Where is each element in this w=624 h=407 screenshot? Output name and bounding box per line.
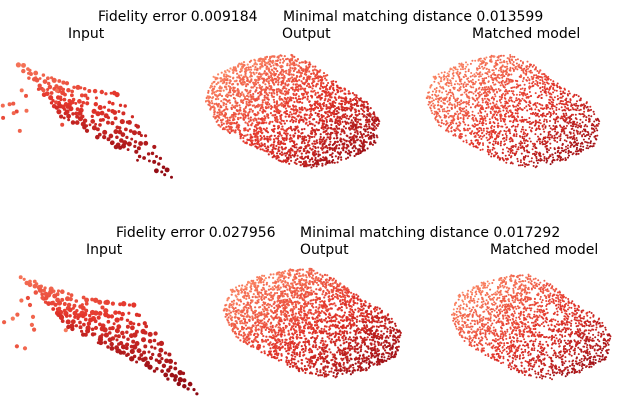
panel-title-output-2: Output xyxy=(300,242,349,258)
panel-title-output-1: Output xyxy=(282,26,331,42)
point-cloud-matched-2 xyxy=(451,273,612,381)
matching-distance-label-2: Minimal matching distance 0.017292 xyxy=(300,225,561,241)
point-cloud-input-2 xyxy=(2,275,199,396)
point-cloud-output-2 xyxy=(222,267,402,379)
panel-title-input-2: Input xyxy=(86,242,123,258)
fidelity-error-label-1: Fidelity error 0.009184 xyxy=(98,9,258,25)
panel-title-matched-2: Matched model xyxy=(490,242,599,258)
panel-title-matched-1: Matched model xyxy=(472,26,581,42)
point-cloud-input-1 xyxy=(0,62,173,179)
fidelity-error-label-2: Fidelity error 0.027956 xyxy=(116,225,276,241)
matching-distance-label-1: Minimal matching distance 0.013599 xyxy=(283,9,544,25)
point-cloud-output-1 xyxy=(205,53,381,169)
point-cloud-matched-1 xyxy=(425,54,601,169)
panel-title-input-1: Input xyxy=(68,26,105,42)
